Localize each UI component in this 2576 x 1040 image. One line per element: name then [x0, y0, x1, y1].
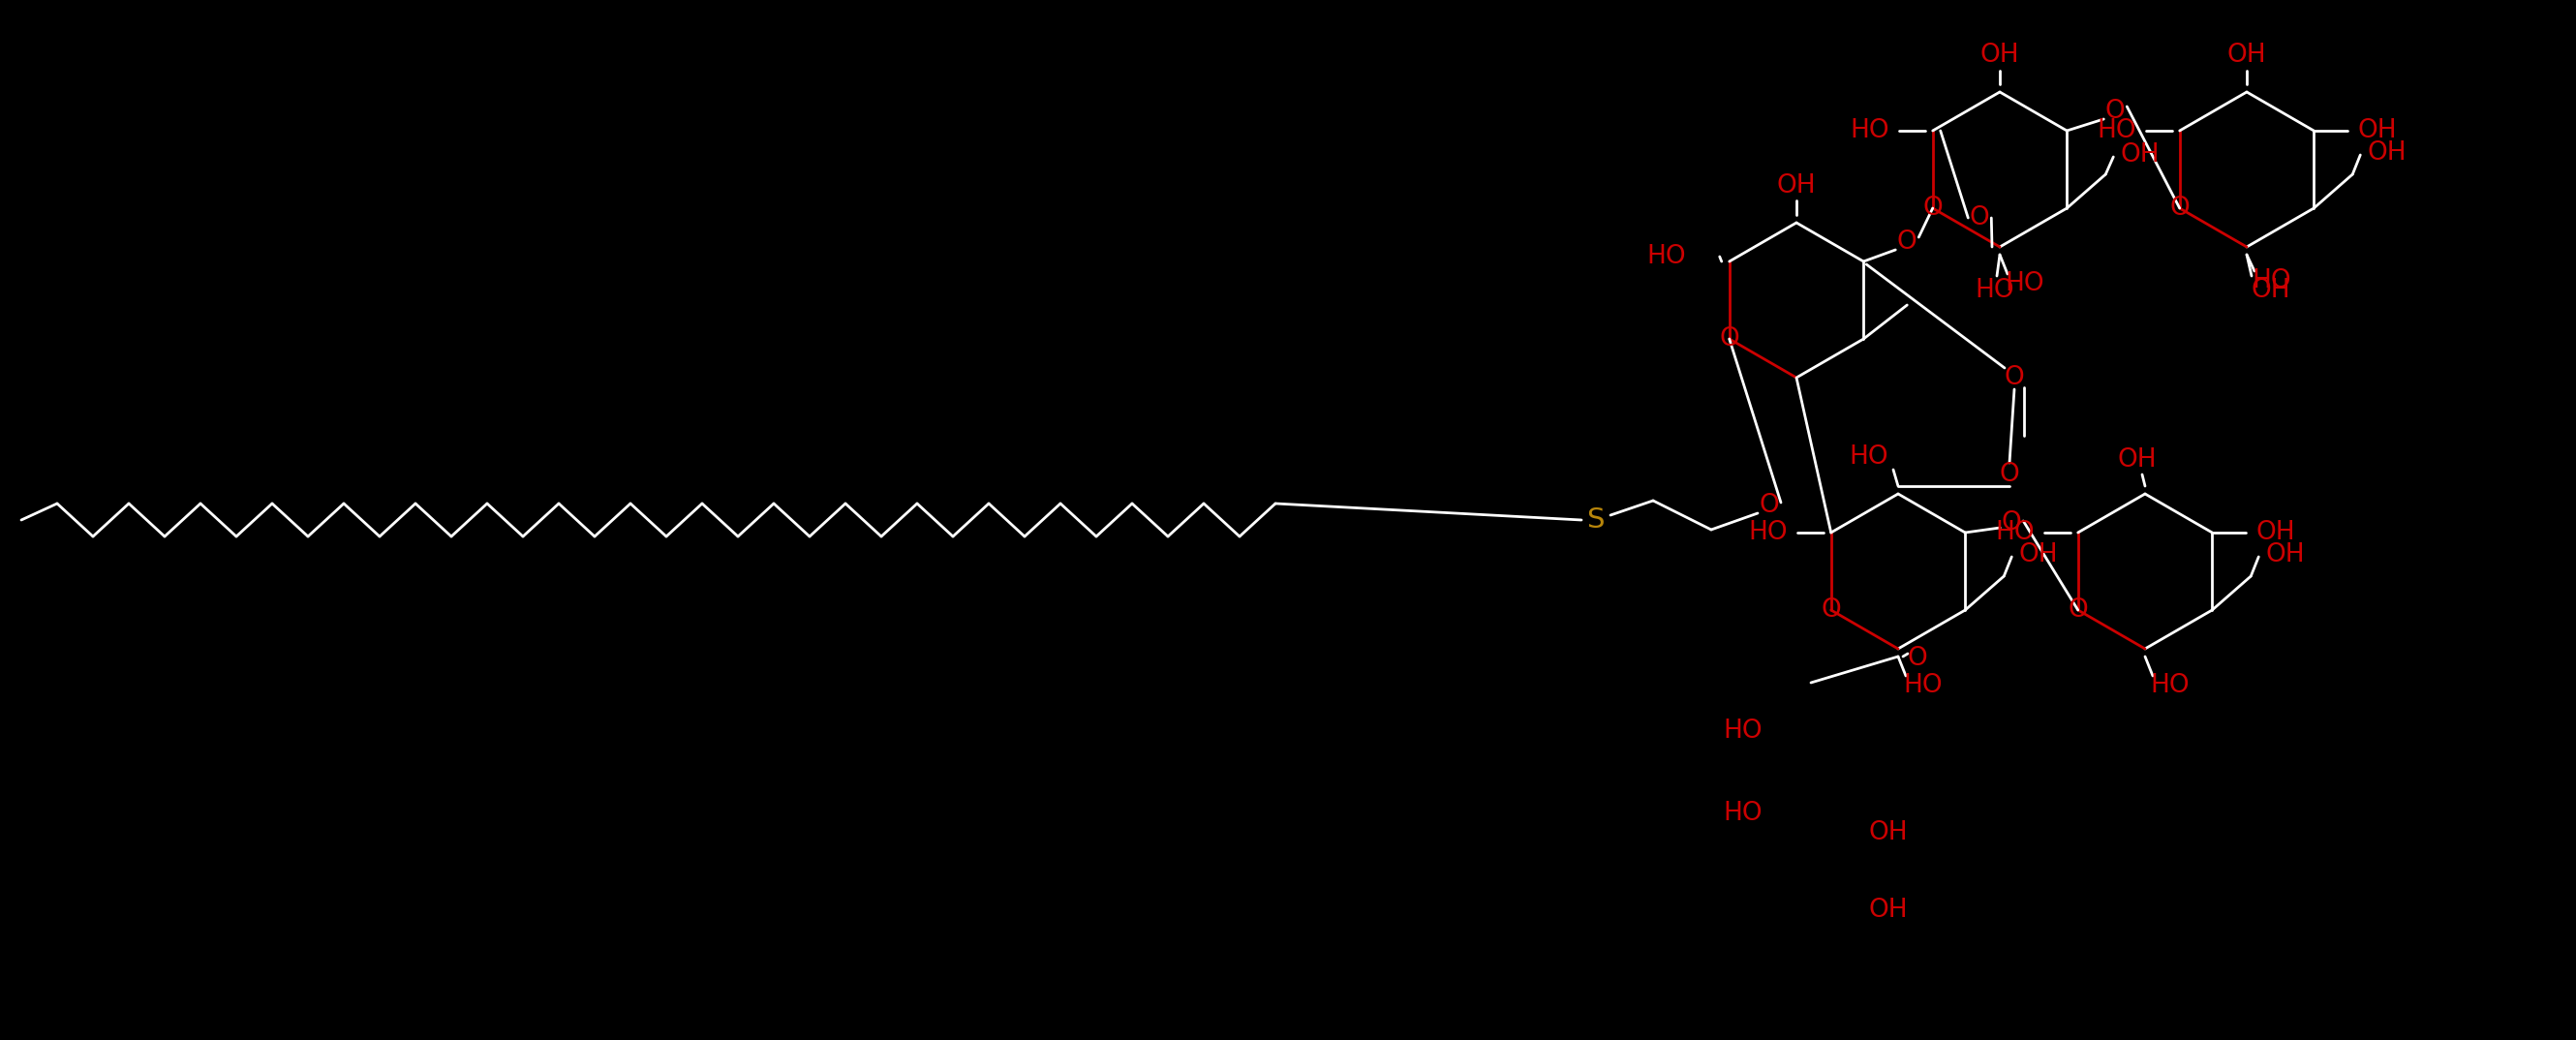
Text: OH: OH: [2257, 520, 2295, 545]
Text: OH: OH: [2251, 278, 2290, 303]
Text: O: O: [1896, 230, 1917, 255]
Text: S: S: [1587, 506, 1605, 534]
Text: OH: OH: [2264, 542, 2306, 568]
Text: HO: HO: [2097, 119, 2136, 144]
Text: O: O: [1971, 205, 1989, 231]
Text: OH: OH: [1868, 898, 1909, 922]
Text: HO: HO: [2251, 268, 2290, 293]
Text: O: O: [1906, 646, 1927, 671]
Text: OH: OH: [2120, 142, 2159, 167]
Text: HO: HO: [1749, 520, 1788, 545]
Text: HO: HO: [1904, 673, 1942, 698]
Text: OH: OH: [2357, 119, 2396, 144]
Text: HO: HO: [1850, 444, 1888, 470]
Text: OH: OH: [2117, 447, 2156, 472]
Text: O: O: [2002, 511, 2022, 536]
Text: HO: HO: [1723, 801, 1762, 826]
Text: O: O: [2069, 597, 2089, 623]
Text: O: O: [2105, 99, 2125, 124]
Text: HO: HO: [2151, 673, 2190, 698]
Text: O: O: [1999, 462, 2020, 487]
Text: OH: OH: [1868, 821, 1909, 846]
Text: HO: HO: [2004, 271, 2043, 296]
Text: OH: OH: [1777, 174, 1816, 199]
Text: O: O: [1759, 493, 1780, 518]
Text: O: O: [1922, 196, 1942, 220]
Text: HO: HO: [1723, 719, 1762, 744]
Text: HO: HO: [1646, 244, 1685, 269]
Text: OH: OH: [2228, 43, 2267, 68]
Text: HO: HO: [1976, 278, 2014, 303]
Text: OH: OH: [2020, 542, 2058, 568]
Text: HO: HO: [1994, 520, 2035, 545]
Text: O: O: [2004, 365, 2025, 390]
Text: OH: OH: [2367, 140, 2406, 165]
Text: OH: OH: [1981, 43, 2020, 68]
Text: O: O: [2169, 196, 2190, 220]
Text: O: O: [1718, 327, 1739, 352]
Text: O: O: [1821, 597, 1842, 623]
Text: HO: HO: [1850, 119, 1888, 144]
